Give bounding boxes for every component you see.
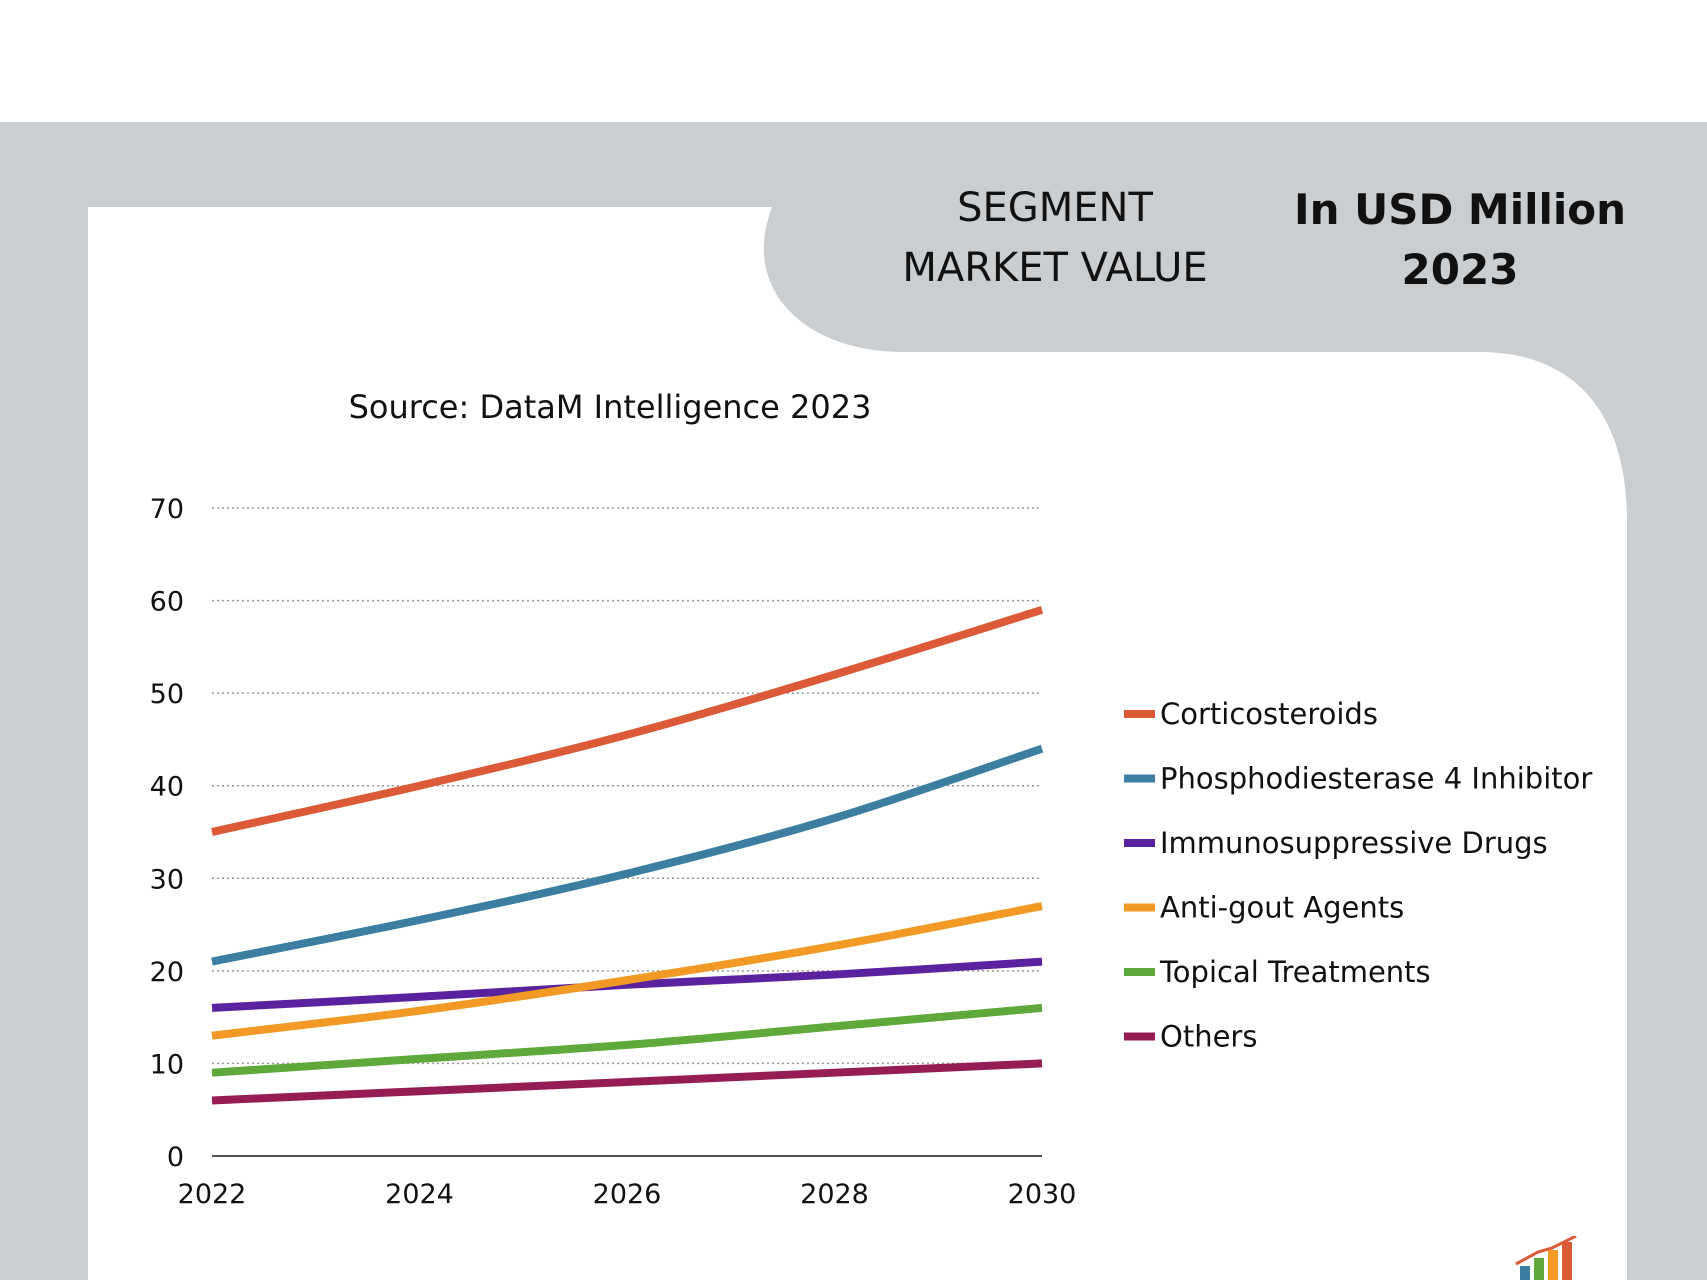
series-line-anti-gout-agents xyxy=(211,902,1043,1040)
series-line-others xyxy=(211,1059,1043,1105)
y-tick-label: 60 xyxy=(150,587,184,618)
grid-lines xyxy=(212,507,1042,1065)
y-tick-label: 10 xyxy=(150,1049,184,1080)
legend-label-topical-treatments: Topical Treatments xyxy=(1159,955,1431,989)
series-line-corticosteroids xyxy=(211,606,1044,836)
legend-label-phosphodiesterase-4-inhibitor: Phosphodiesterase 4 Inhibitor xyxy=(1160,762,1592,796)
x-tick-label: 2026 xyxy=(593,1179,662,1210)
datam-logo-icon xyxy=(1515,1236,1577,1280)
segment-market-value-title: SEGMENT MARKET VALUE xyxy=(870,178,1240,298)
y-tick-label: 50 xyxy=(150,679,184,710)
legend-label-immunosuppressive-drugs: Immunosuppressive Drugs xyxy=(1160,826,1548,860)
legend-label-others: Others xyxy=(1160,1020,1257,1054)
legend-label-corticosteroids: Corticosteroids xyxy=(1160,697,1378,731)
unit-title-line2: 2023 xyxy=(1401,245,1519,294)
series-line-immunosuppressive-drugs xyxy=(211,957,1043,1012)
series-line-phosphodiesterase-4-inhibitor xyxy=(211,744,1044,966)
y-tick-label: 40 xyxy=(150,772,184,803)
y-tick-label: 20 xyxy=(150,957,184,988)
legend-label-anti-gout-agents: Anti-gout Agents xyxy=(1160,891,1404,925)
x-tick-label: 2030 xyxy=(1008,1179,1077,1210)
series-lines xyxy=(211,606,1044,1105)
legend: Corticosteroids Phosphodiesterase 4 Inhib… xyxy=(1124,697,1592,1054)
source-note: Source: DataM Intelligence 2023 xyxy=(348,388,872,426)
y-tick-label: 70 xyxy=(150,494,184,525)
y-tick-label: 30 xyxy=(150,864,184,895)
segment-title-line2: MARKET VALUE xyxy=(902,245,1208,291)
x-tick-label: 2022 xyxy=(178,1179,247,1210)
unit-title-line1: In USD Million xyxy=(1293,185,1627,234)
unit-title: In USD Million 2023 xyxy=(1290,180,1630,300)
x-tick-label: 2028 xyxy=(800,1179,869,1210)
x-tick-label: 2024 xyxy=(385,1179,454,1210)
y-tick-label: 0 xyxy=(167,1142,184,1173)
series-line-topical-treatments xyxy=(211,1003,1043,1077)
segment-title-line1: SEGMENT xyxy=(957,185,1153,231)
